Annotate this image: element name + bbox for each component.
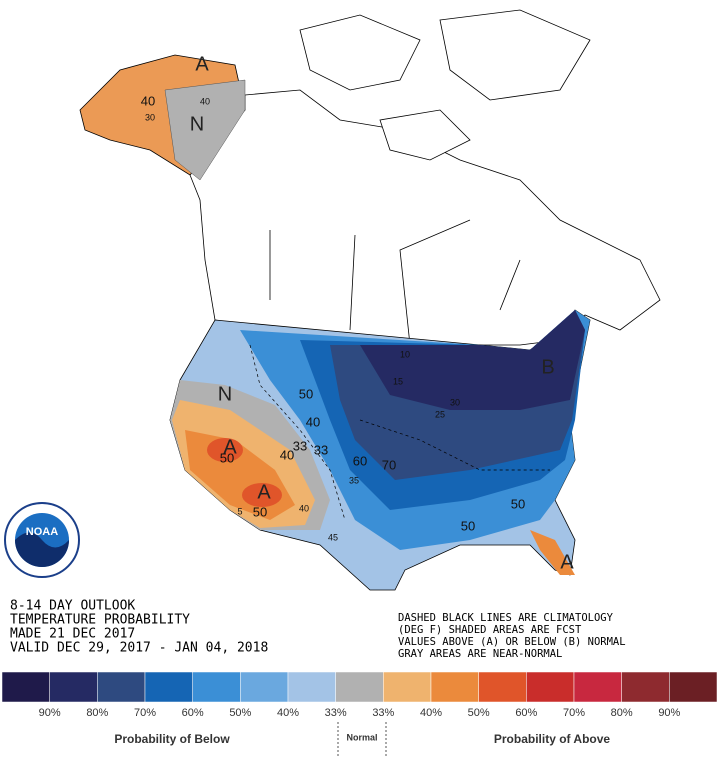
map-label: A (195, 53, 209, 75)
map-label: 25 (435, 409, 445, 419)
map-label: N (190, 113, 204, 135)
map-label: 40 (141, 93, 155, 108)
legend-label: 33% (325, 707, 347, 719)
note-line: (DEG F) SHADED AREAS ARE FCST (398, 624, 582, 636)
legend-label: 70% (134, 707, 156, 719)
map-label: 60 (353, 453, 367, 468)
map-label: 40 (280, 447, 294, 462)
florida-above (530, 530, 575, 575)
legend-above: Probability of Above (494, 732, 611, 746)
map-label: 70 (382, 457, 396, 472)
map-label: 35 (349, 475, 359, 485)
legend-swatch (526, 671, 575, 703)
map-label: A (223, 436, 237, 458)
legend-swatch (621, 671, 670, 703)
legend-label: 90% (39, 707, 61, 719)
header-line: MADE 21 DEC 2017 (10, 627, 135, 642)
map-label: A (257, 481, 271, 503)
legend-swatch (1, 671, 50, 703)
alaska-normal (164, 79, 246, 181)
legend-swatch (430, 671, 479, 703)
legend-swatch (383, 671, 432, 703)
legend-swatch (97, 671, 146, 703)
logo-text: NOAA (26, 526, 58, 538)
legend-label: 90% (658, 707, 680, 719)
map-label: 15 (393, 376, 403, 386)
legend-swatch (335, 671, 384, 703)
map-label: 40 (306, 414, 320, 429)
map-labels: A N N A A B A 50 40 33 33 40 50 60 70 50… (141, 53, 575, 573)
map-label: 50 (461, 518, 475, 533)
note-line: DASHED BLACK LINES ARE CLIMATOLOGY (398, 612, 614, 624)
map-label: 33 (314, 442, 328, 457)
map-label: 30 (145, 112, 155, 122)
legend-label: 40% (277, 707, 299, 719)
legend-label: 80% (86, 707, 108, 719)
map-label: 50 (511, 496, 525, 511)
legend: 90% 80% 70% 60% 50% 40% 33% 33% 40% 50% 60% 70% 80% 9… (1, 671, 718, 719)
legend-label: 50% (229, 707, 251, 719)
logo-wave (15, 532, 69, 567)
legend-label: 60% (182, 707, 204, 719)
note-line: GRAY AREAS ARE NEAR-NORMAL (398, 648, 562, 660)
legend-label: 33% (372, 707, 394, 719)
legend-swatch (573, 671, 622, 703)
map-label: 45 (328, 532, 338, 542)
map-label: N (218, 383, 232, 405)
legend-label: 50% (468, 707, 490, 719)
legend-swatch (240, 671, 289, 703)
map-label: 50 (220, 450, 234, 465)
note-line: VALUES ABOVE (A) OR BELOW (B) NORMAL (398, 636, 626, 648)
map-label: 40 (299, 503, 309, 513)
map-label: 40 (200, 96, 210, 106)
map-label: 10 (400, 349, 410, 359)
legend-below: Probability of Below (114, 732, 230, 746)
map-label: B (541, 356, 554, 378)
legend-swatch (192, 671, 241, 703)
canada (189, 9, 661, 346)
header-line: 8-14 DAY OUTLOOK (10, 599, 135, 614)
map-label: 30 (450, 397, 460, 407)
legend-swatch (287, 671, 336, 703)
legend-swatch (144, 671, 193, 703)
climatology-lines (249, 344, 550, 521)
legend-swatch (669, 671, 718, 703)
header: 8-14 DAY OUTLOOK TEMPERATURE PROBABILITY… (10, 599, 268, 656)
below-80 (360, 310, 585, 410)
above-60 (242, 483, 282, 507)
map-label: 33 (293, 438, 307, 453)
noaa-logo: NOAA (4, 502, 80, 578)
map-label: 5 (237, 506, 242, 516)
legend-swatch (478, 671, 527, 703)
map-label: 50 (299, 386, 313, 401)
map-label: 50 (253, 504, 267, 519)
header-line: TEMPERATURE PROBABILITY (10, 613, 190, 628)
legend-normal: Normal (346, 732, 377, 742)
legend-swatch (49, 671, 98, 703)
legend-label: 40% (420, 707, 442, 719)
legend-label: 60% (515, 707, 537, 719)
legend-label: 70% (563, 707, 585, 719)
notes: DASHED BLACK LINES ARE CLIMATOLOGY (DEG … (398, 612, 626, 660)
map-label: A (560, 551, 574, 573)
above-60 (207, 438, 243, 462)
legend-label: 80% (611, 707, 633, 719)
header-line: VALID DEC 29, 2017 - JAN 04, 2018 (10, 641, 268, 656)
